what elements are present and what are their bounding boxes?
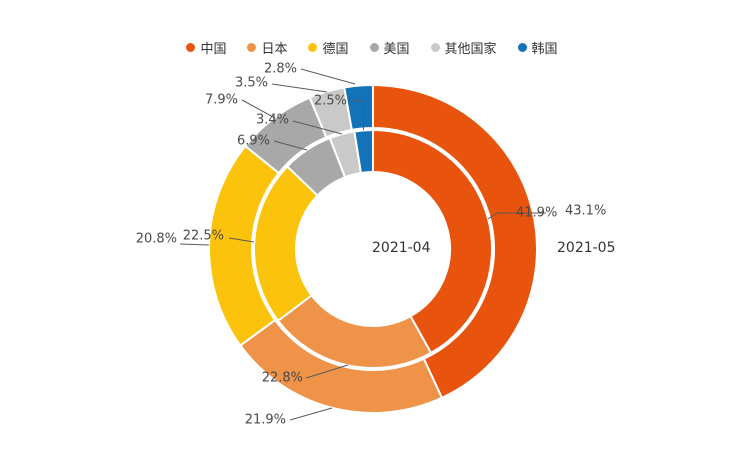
donut-segments <box>208 84 538 414</box>
legend-marker-usa <box>369 43 379 52</box>
legend-item-korea[interactable]: 韩国 <box>517 38 558 57</box>
percent-label-2021-04-germany: 22.5% <box>183 229 224 244</box>
percent-label-2021-04-china: 41.9% <box>516 206 557 221</box>
percent-label-2021-04-japan: 22.8% <box>262 371 303 386</box>
legend-marker-china <box>186 43 196 52</box>
percent-label-2021-04-other-countries: 3.4% <box>256 113 289 128</box>
legend-item-usa[interactable]: 美国 <box>369 38 410 57</box>
legend-item-china[interactable]: 中国 <box>186 38 226 57</box>
segment-2021-04-china[interactable] <box>372 129 493 354</box>
legend-label: 韩国 <box>531 42 558 57</box>
legend-marker-germany <box>308 43 318 52</box>
label-line-2021-04-usa <box>273 140 308 151</box>
legend-item-japan[interactable]: 日本 <box>247 38 287 57</box>
segment-2021-05-korea[interactable] <box>343 84 374 131</box>
percent-label-2021-05-korea: 2.8% <box>264 62 297 77</box>
label-leader-lines <box>179 68 546 421</box>
percent-label-2021-05-japan: 21.9% <box>245 413 286 428</box>
legend-label: 日本 <box>261 42 288 57</box>
label-line-2021-05-japan <box>289 407 333 421</box>
legend-marker-other-countries <box>430 43 440 52</box>
outer-ring-title: 2021-05 <box>557 240 616 256</box>
label-line-2021-04-japan <box>305 364 349 379</box>
percent-label-2021-05-usa: 7.9% <box>205 93 238 108</box>
percent-label-2021-05-other-countries: 3.5% <box>235 76 268 91</box>
legend-label: 其他国家 <box>444 42 497 57</box>
legend-label: 德国 <box>322 42 349 57</box>
label-line-2021-04-china <box>487 212 546 220</box>
legend-label: 美国 <box>383 42 410 57</box>
legend-marker-japan <box>247 43 257 52</box>
legend-item-germany[interactable]: 德国 <box>308 38 349 57</box>
segment-2021-05-china[interactable] <box>372 84 538 399</box>
chart-legend: 中国 日本 德国 美国 其他国家 韩国 <box>0 38 744 57</box>
percent-labels: 41.9% 22.8% 22.5% 6.9% 3.4% 2.5% 43.1% 21.9% 20.… <box>136 62 607 428</box>
percent-label-2021-05-china: 43.1% <box>565 204 606 219</box>
legend-label: 中国 <box>200 42 227 57</box>
label-line-2021-04-germany <box>228 237 255 243</box>
label-line-2021-05-korea <box>300 68 356 85</box>
percent-label-2021-04-korea: 2.5% <box>314 94 347 109</box>
segment-2021-04-korea[interactable] <box>353 129 374 174</box>
label-line-2021-04-other-countries <box>292 120 343 135</box>
percent-label-2021-05-germany: 20.8% <box>136 232 177 247</box>
label-line-2021-05-other-countries <box>271 83 328 93</box>
percent-label-2021-04-usa: 6.9% <box>237 134 270 149</box>
label-line-2021-04-korea <box>350 100 364 130</box>
label-line-2021-05-usa <box>241 99 276 119</box>
inner-ring-title: 2021-04 <box>372 240 431 256</box>
label-line-2021-05-germany <box>179 243 210 246</box>
legend-item-other-countries[interactable]: 其他国家 <box>430 38 497 57</box>
legend-marker-korea <box>517 43 527 52</box>
